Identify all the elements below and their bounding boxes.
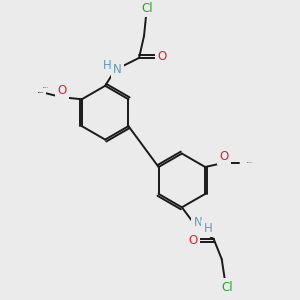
Text: H: H [203,222,212,235]
Text: H: H [103,59,112,72]
Text: Cl: Cl [221,280,232,293]
Text: methoxy: methoxy [247,162,253,163]
Text: O: O [188,234,197,247]
Text: O: O [157,50,167,63]
Text: methoxy: methoxy [43,87,49,88]
Text: Cl: Cl [141,2,153,15]
Text: N: N [113,63,122,76]
Text: N: N [194,216,202,229]
Text: O: O [220,149,229,163]
Text: methoxy: methoxy [38,92,44,93]
Text: O: O [57,84,67,97]
Text: methoxy: methoxy [38,92,44,93]
